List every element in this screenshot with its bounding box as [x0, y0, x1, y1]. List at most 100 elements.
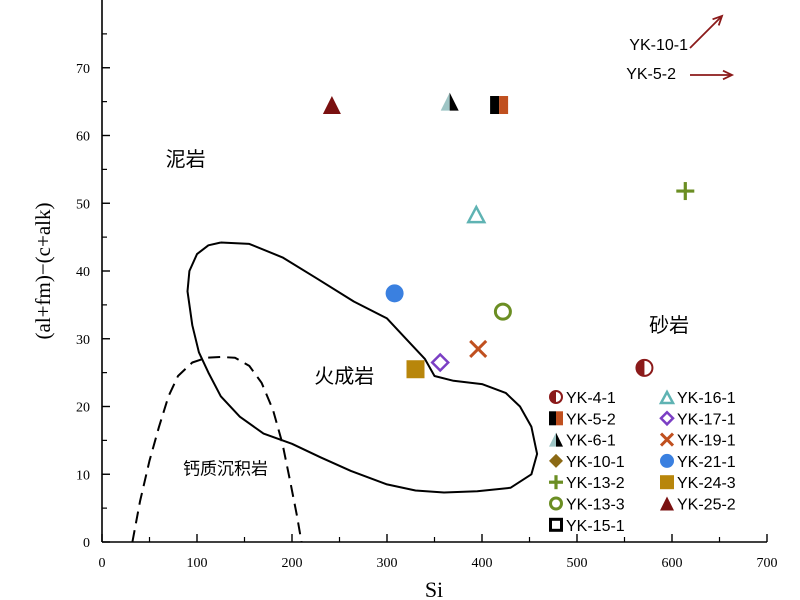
legend: YK-4-1 YK-5-2 YK-6-1 YK-10-1 YK-13-2 YK-13-3 Y…: [549, 389, 736, 535]
offscale-label: YK-5-2: [626, 66, 676, 83]
offscale-annotations: YK-10-1 YK-5-2: [626, 14, 735, 83]
marker-shape: [549, 432, 556, 447]
y-tick-label: 60: [76, 130, 90, 145]
x-tick-label: 300: [377, 556, 398, 571]
y-tick-label: 30: [76, 333, 90, 348]
x-tick-label: 0: [99, 556, 106, 571]
legend-label: YK-19-1: [677, 433, 736, 450]
data-point-yk-5-2: [490, 96, 509, 115]
marker-shape: [549, 496, 563, 511]
legend-item: YK-24-3: [660, 475, 736, 492]
marker-shape: [659, 410, 675, 427]
y-tick-label: 20: [76, 401, 90, 416]
legend-label: YK-13-3: [566, 497, 625, 514]
legend-label: YK-21-1: [677, 454, 736, 471]
axes: Si (al+fm)−(c+alk): [31, 203, 443, 600]
data-point-yk-4-1: [635, 358, 654, 377]
plot-frame: 0 100 200 300 400 500 600 700 0 10 20 30 40 50 60 70: [76, 0, 778, 571]
igneous-boundary: [186, 241, 539, 494]
marker-shape: [658, 389, 676, 405]
data-point-yk-6-1: [440, 92, 459, 111]
legend-item: YK-25-2: [660, 496, 736, 514]
legend-item: YK-15-1: [549, 517, 625, 535]
marker-shape: [469, 339, 488, 358]
x-tick-label: 100: [187, 556, 208, 571]
y-tick-label: 40: [76, 265, 90, 280]
y-tick-label: 70: [76, 62, 90, 77]
legend-label: YK-17-1: [677, 411, 736, 428]
legend-item: YK-5-2: [549, 411, 616, 428]
region-boundaries: [131, 241, 539, 543]
marker-shape: [549, 411, 556, 426]
marker-shape: [550, 391, 556, 403]
marker-shape: [466, 204, 487, 224]
data-point-yk-16-1: [466, 204, 487, 224]
marker-shape: [493, 302, 512, 321]
data-point-yk-17-1: [430, 352, 450, 373]
legend-label: YK-6-1: [566, 433, 616, 450]
y-tick-label: 0: [83, 536, 90, 551]
offscale-arrowhead: [722, 69, 735, 81]
marker-shape: [322, 96, 341, 115]
x-tick-label: 700: [757, 556, 778, 571]
y-tick-label: 50: [76, 197, 90, 212]
legend-item: YK-13-2: [549, 475, 625, 492]
data-point-yk-21-1: [385, 284, 404, 303]
marker-shape: [385, 284, 404, 303]
data-point-yk-13-3: [493, 302, 512, 321]
legend-item: YK-17-1: [659, 410, 736, 428]
legend-item: YK-4-1: [549, 390, 616, 407]
region-label: 火成岩: [314, 364, 374, 388]
legend-label: YK-24-3: [677, 475, 736, 492]
marker-shape: [490, 96, 500, 115]
marker-shape: [660, 496, 674, 511]
offscale-arrowhead: [712, 14, 724, 26]
y-tick-label: 10: [76, 468, 90, 483]
x-axis-title: Si: [425, 577, 443, 600]
legend-label: YK-25-2: [677, 497, 736, 514]
marker-shape: [440, 92, 450, 111]
legend-label: YK-16-1: [677, 390, 736, 407]
legend-item: YK-10-1: [549, 453, 625, 471]
marker-shape: [556, 432, 563, 447]
marker-shape: [636, 359, 645, 376]
legend-label: YK-13-2: [566, 475, 625, 492]
data-points: [322, 92, 695, 379]
legend-label: YK-5-2: [566, 411, 616, 428]
region-label: 砂岩: [649, 313, 689, 337]
marker-shape: [406, 360, 425, 379]
data-point-yk-24-3: [406, 360, 425, 379]
x-tick-label: 400: [472, 556, 493, 571]
legend-item: YK-19-1: [659, 432, 736, 450]
data-point-yk-13-2: [676, 182, 695, 201]
data-point-yk-25-2: [322, 96, 341, 115]
legend-label: YK-4-1: [566, 390, 616, 407]
region-label: 钙质沉积岩: [183, 459, 268, 479]
offscale-label: YK-10-1: [629, 37, 688, 54]
x-tick-label: 500: [567, 556, 588, 571]
legend-item: YK-16-1: [658, 389, 736, 407]
marker-shape: [449, 92, 459, 111]
marker-shape: [549, 453, 563, 468]
x-tick-label: 600: [662, 556, 683, 571]
data-point-yk-19-1: [469, 339, 488, 358]
legend-item: YK-21-1: [660, 453, 736, 471]
y-axis-title: (al+fm)−(c+alk): [31, 203, 55, 340]
marker-shape: [660, 453, 674, 468]
marker-shape: [660, 475, 674, 490]
legend-label: YK-10-1: [566, 454, 625, 471]
marker-shape: [499, 96, 509, 115]
region-label: 泥岩: [166, 147, 206, 171]
marker-shape: [430, 352, 450, 373]
x-tick-label: 200: [282, 556, 303, 571]
offscale-arrow: [689, 15, 723, 49]
marker-shape: [549, 517, 563, 532]
calcareous-sediment-boundary: [131, 356, 303, 543]
legend-item: YK-13-3: [549, 496, 625, 514]
marker-shape: [659, 432, 675, 447]
legend-item: YK-6-1: [549, 432, 616, 450]
marker-shape: [556, 411, 563, 426]
